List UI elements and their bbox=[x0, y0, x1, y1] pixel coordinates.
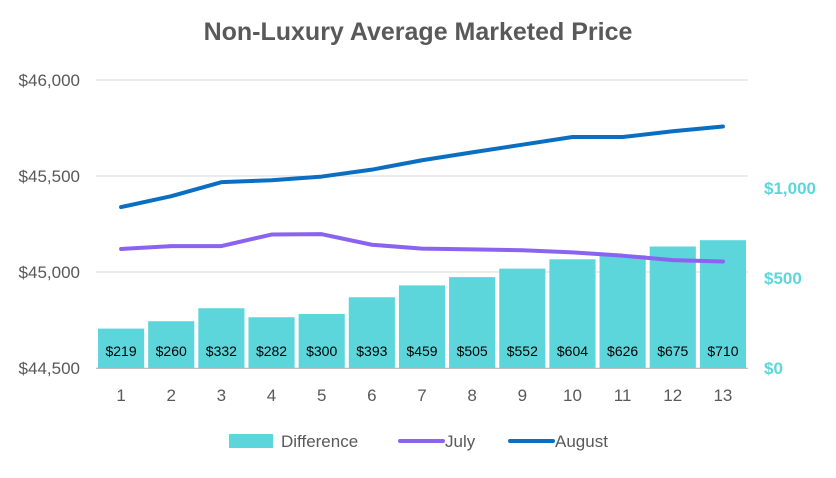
difference-bar-label: $552 bbox=[507, 343, 538, 359]
legend-swatch-difference bbox=[229, 434, 273, 448]
right-axis: $0 $500 $1,000 bbox=[764, 179, 816, 378]
difference-bar-label: $710 bbox=[707, 343, 738, 359]
difference-bar bbox=[398, 285, 446, 368]
difference-bar bbox=[248, 317, 295, 368]
right-axis-tick: $0 bbox=[764, 359, 783, 378]
difference-bar-label: $393 bbox=[356, 343, 387, 359]
difference-bar bbox=[298, 314, 345, 368]
difference-bar bbox=[599, 255, 646, 368]
right-axis-tick: $500 bbox=[764, 269, 802, 288]
left-axis-tick: $44,500 bbox=[19, 359, 80, 378]
legend-label-july: July bbox=[445, 432, 476, 451]
difference-bar-label: $626 bbox=[607, 343, 638, 359]
difference-bar-label: $219 bbox=[105, 343, 136, 359]
difference-bars bbox=[98, 240, 746, 368]
legend: Difference July August bbox=[229, 432, 608, 451]
difference-bar-label: $459 bbox=[406, 343, 437, 359]
august-line bbox=[119, 124, 725, 210]
difference-bar-label: $675 bbox=[657, 343, 688, 359]
difference-bar bbox=[649, 246, 696, 368]
x-axis-tick: 7 bbox=[417, 386, 426, 405]
left-axis-tick: $45,500 bbox=[19, 167, 80, 186]
difference-bar-label: $260 bbox=[156, 343, 187, 359]
x-axis-tick: 9 bbox=[518, 386, 527, 405]
difference-bar-labels: $219 $260 $332 $282 $300 $393 $459 $505 $552 $604… bbox=[105, 343, 738, 359]
x-axis-tick: 1 bbox=[116, 386, 125, 405]
right-axis-tick: $1,000 bbox=[764, 179, 816, 198]
x-axis-tick: 8 bbox=[467, 386, 476, 405]
difference-bar bbox=[348, 297, 395, 368]
x-axis-tick: 12 bbox=[663, 386, 682, 405]
x-axis-tick: 2 bbox=[166, 386, 175, 405]
left-axis: $44,500 $45,000 $45,500 $46,000 bbox=[19, 71, 80, 378]
difference-bar-label: $505 bbox=[457, 343, 488, 359]
difference-bar-label: $300 bbox=[306, 343, 337, 359]
x-axis-tick: 4 bbox=[267, 386, 276, 405]
difference-bar-label: $332 bbox=[206, 343, 237, 359]
difference-bar bbox=[98, 328, 145, 368]
difference-bar bbox=[198, 308, 245, 368]
x-axis: 1 2 3 4 5 6 7 8 9 10 11 12 13 bbox=[96, 368, 748, 405]
difference-bar bbox=[499, 268, 546, 368]
line-series bbox=[119, 124, 725, 264]
difference-bar bbox=[449, 277, 496, 368]
july-line bbox=[119, 232, 725, 264]
x-axis-tick: 11 bbox=[614, 386, 632, 405]
x-axis-tick: 13 bbox=[713, 386, 732, 405]
x-axis-tick: 3 bbox=[217, 386, 226, 405]
left-axis-tick: $46,000 bbox=[19, 71, 80, 90]
difference-bar-label: $604 bbox=[557, 343, 588, 359]
x-axis-tick: 10 bbox=[563, 386, 582, 405]
difference-bar bbox=[148, 321, 195, 368]
chart-title: Non-Luxury Average Marketed Price bbox=[203, 18, 633, 46]
x-axis-tick: 6 bbox=[367, 386, 376, 405]
difference-bar-label: $282 bbox=[256, 343, 287, 359]
legend-label-difference: Difference bbox=[281, 432, 358, 451]
difference-bar bbox=[549, 259, 596, 368]
left-axis-tick: $45,000 bbox=[19, 263, 80, 282]
legend-label-august: August bbox=[555, 432, 608, 451]
x-axis-tick: 5 bbox=[317, 386, 326, 405]
